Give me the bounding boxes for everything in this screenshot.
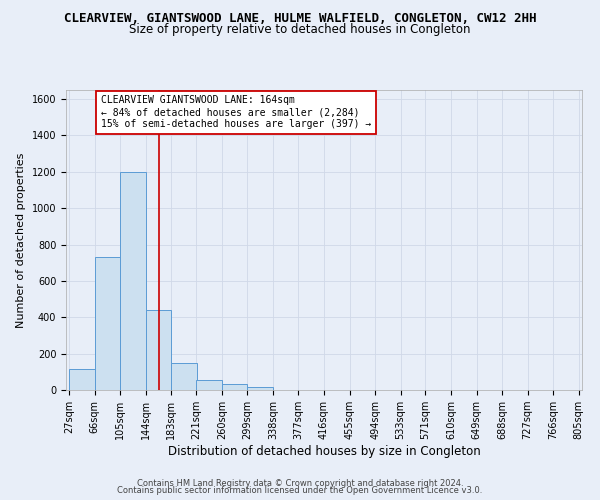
Bar xyxy=(95,258,121,390)
Text: Contains HM Land Registry data © Crown copyright and database right 2024.: Contains HM Land Registry data © Crown c… xyxy=(137,478,463,488)
X-axis label: Distribution of detached houses by size in Congleton: Distribution of detached houses by size … xyxy=(167,445,481,458)
Bar xyxy=(196,380,222,390)
Bar xyxy=(146,310,172,390)
Text: CLEARVIEW, GIANTSWOOD LANE, HULME WALFIELD, CONGLETON, CW12 2HH: CLEARVIEW, GIANTSWOOD LANE, HULME WALFIE… xyxy=(64,12,536,26)
Bar xyxy=(172,362,197,390)
Y-axis label: Number of detached properties: Number of detached properties xyxy=(16,152,26,328)
Bar xyxy=(222,384,247,390)
Bar xyxy=(121,172,146,390)
Text: CLEARVIEW GIANTSWOOD LANE: 164sqm
← 84% of detached houses are smaller (2,284)
1: CLEARVIEW GIANTSWOOD LANE: 164sqm ← 84% … xyxy=(101,96,371,128)
Text: Contains public sector information licensed under the Open Government Licence v3: Contains public sector information licen… xyxy=(118,486,482,495)
Bar xyxy=(247,388,273,390)
Text: Size of property relative to detached houses in Congleton: Size of property relative to detached ho… xyxy=(129,22,471,36)
Bar xyxy=(69,369,95,390)
